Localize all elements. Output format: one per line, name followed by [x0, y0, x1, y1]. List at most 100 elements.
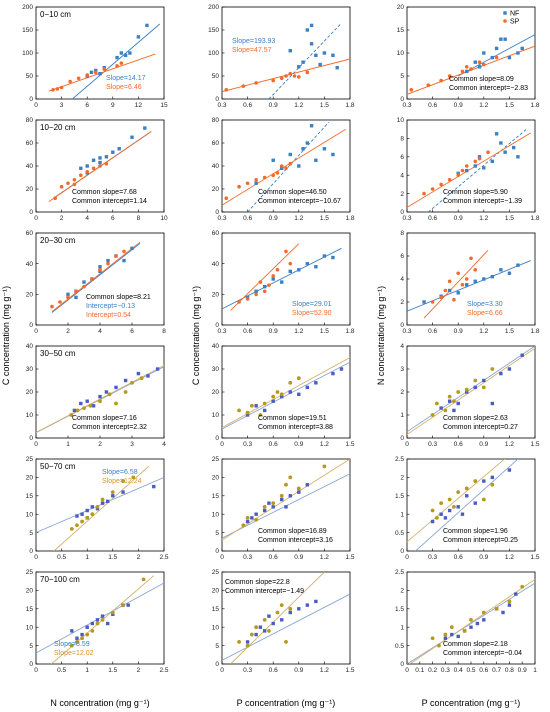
nf-point [297, 65, 301, 69]
x-tick-label: 1.2 [320, 554, 329, 561]
nf-point [123, 378, 128, 383]
sp-point [456, 271, 461, 276]
sp-point [72, 178, 77, 182]
sp-fit-line [407, 132, 531, 208]
x-tick-label: 0.3 [428, 554, 437, 561]
sp-point [104, 161, 109, 166]
y-tick-label: 0 [215, 209, 219, 216]
y-tick-label: 40 [26, 343, 34, 350]
x-tick-label: 2 [60, 215, 64, 222]
x-tick-label: 6 [130, 328, 134, 335]
plot-frame [406, 119, 536, 213]
sp-fit-line [51, 241, 141, 313]
sp-point [55, 87, 60, 91]
nf-point [100, 501, 105, 505]
nf-point [75, 514, 79, 518]
nf-point [501, 610, 505, 615]
x-tick-label: 1.8 [345, 328, 354, 335]
sp-point [469, 256, 473, 261]
sp-fit-line [230, 572, 325, 664]
nf-point [456, 401, 460, 406]
y-tick-label: 80 [26, 117, 34, 124]
x-tick-label: 0.3 [428, 441, 437, 448]
y-tick-label: 5 [400, 73, 404, 80]
nf-point [331, 53, 335, 57]
x-tick-label: 0.9 [269, 328, 278, 335]
panel-5-0: 0 0.5 1 1.5 2 2.5 0 5 10 15 20 25 70−100 cm Slope=8.5… [26, 569, 169, 674]
annotation: Slope=3.30 [467, 301, 503, 308]
y-tick-label: 6 [400, 154, 404, 161]
nf-point [105, 499, 110, 504]
nf-point [122, 258, 126, 263]
x-tick-label: 0 [405, 441, 409, 448]
sp-point [443, 632, 448, 637]
nf-point [80, 632, 84, 637]
nf-point [473, 385, 477, 390]
nf-point [422, 300, 426, 304]
panel-2-1: 0.3 0.6 0.9 1.2 1.5 1.8 0 20 40 60 Slope=29.01 Slop… [212, 230, 355, 335]
x-tick-label: 6 [111, 215, 115, 222]
y-tick-label: 60 [212, 140, 220, 147]
y-tick-label: 2 [400, 389, 404, 396]
sp-point [262, 289, 267, 294]
nf-point [314, 158, 318, 162]
sp-point [249, 403, 254, 408]
nf-point [79, 401, 83, 406]
nf-point [271, 277, 275, 281]
sp-point [258, 413, 263, 417]
annotation: Common slope=19.51 [258, 415, 327, 422]
x-tick-label: 2 [66, 328, 70, 335]
nf-point [98, 156, 102, 160]
sp-point [462, 628, 467, 633]
sp-point [288, 475, 293, 480]
sp-point [452, 297, 456, 302]
x-tick-label: 1.2 [479, 102, 488, 109]
depth-label: 30−50 cm [40, 349, 76, 358]
nf-point [482, 51, 486, 55]
y-tick-label: 4 [400, 276, 404, 283]
nf-point [456, 291, 460, 295]
x-tick-label: 1.2 [479, 215, 488, 222]
sp-point [237, 408, 241, 413]
x-tick-label: 1.5 [505, 328, 514, 335]
nf-point [126, 603, 130, 607]
sp-point [249, 632, 254, 637]
annotation: Common intercept=−10.67 [258, 198, 341, 205]
x-tick-label: 0 [34, 328, 38, 335]
y-tick-label: 0 [400, 435, 404, 442]
nf-point [280, 618, 284, 622]
x-tick-label: 0.3 [217, 102, 226, 109]
nf-point [301, 147, 305, 151]
sp-point [447, 394, 452, 399]
nf-point [297, 392, 301, 396]
y-tick-label: 2 [400, 191, 404, 198]
x-tick-label: 0.9 [454, 328, 463, 335]
y-tick-label: 20 [26, 186, 34, 193]
x-tick-label: 0.9 [479, 554, 488, 561]
y-tick-label: 200 [22, 4, 33, 11]
x-tick-label: 0.6 [269, 554, 278, 561]
sp-point [121, 479, 125, 483]
sp-point [245, 181, 250, 186]
sp-point [75, 523, 79, 528]
nf-point [473, 279, 477, 283]
nf-point [262, 408, 267, 413]
depth-label: 10−20 cm [40, 123, 76, 132]
plot-frame [35, 458, 165, 552]
sp-point [464, 486, 469, 491]
y-tick-label: 15 [397, 27, 405, 34]
panel-5-2: 0 0.1 0.2 0.3 0.4 0.5 0.6 0.7 0.8 0.9 100.511.522.… [395, 569, 537, 674]
x-tick-label: 1.2 [479, 328, 488, 335]
y-tick-label: 10 [397, 50, 405, 57]
y-tick-label: 1 [400, 511, 404, 518]
sp-point [115, 64, 119, 68]
sp-point [456, 173, 461, 177]
nf-point [507, 271, 512, 275]
annotation: Common intercept=3.16 [258, 537, 333, 544]
nf-point [90, 505, 95, 509]
annotation: Common slope=5.90 [443, 189, 508, 196]
sp-point [322, 464, 327, 469]
nf-point [119, 51, 124, 55]
nf-point [516, 263, 520, 267]
nf-fit-line [222, 361, 350, 430]
